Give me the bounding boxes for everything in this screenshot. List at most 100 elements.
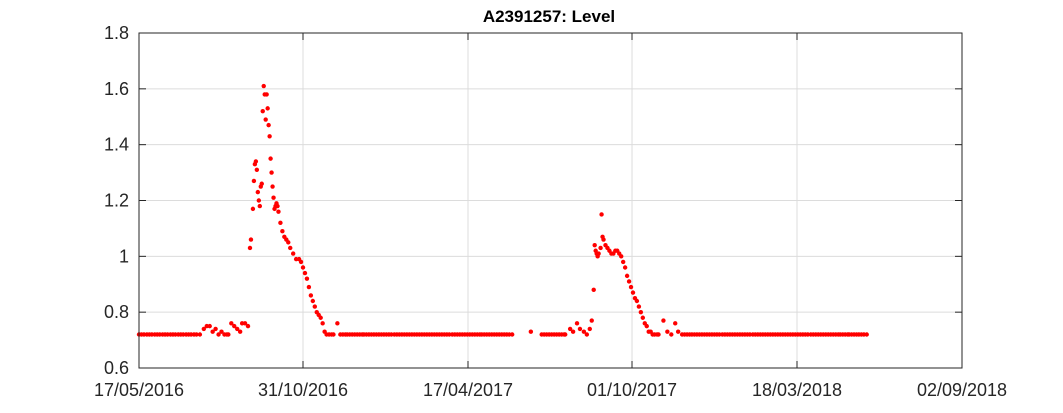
data-point [335, 321, 340, 326]
data-point [197, 332, 203, 337]
y-tick-label: 1.8 [104, 23, 129, 43]
data-point [256, 198, 262, 203]
data-point [271, 195, 276, 200]
data-point [581, 329, 587, 334]
data-point [619, 254, 624, 259]
data-point [574, 321, 580, 326]
data-point [638, 309, 644, 315]
x-tick-label: 17/05/2016 [94, 380, 184, 400]
data-point [248, 237, 254, 242]
data-point [251, 178, 257, 184]
data-point [264, 92, 269, 97]
data-point [290, 251, 296, 256]
data-point [596, 251, 601, 256]
data-point [257, 203, 262, 209]
data-point [259, 181, 264, 186]
y-tick-label: 1 [119, 246, 129, 266]
data-point [624, 273, 630, 279]
data-point [213, 326, 218, 332]
data-point [229, 321, 234, 326]
data-point [510, 332, 515, 337]
data-point [320, 321, 325, 326]
data-point [589, 318, 594, 323]
data-point [636, 304, 642, 309]
data-point [235, 326, 240, 332]
data-point [630, 290, 636, 295]
data-point [601, 237, 606, 242]
data-point [275, 203, 280, 209]
chart-title: A2391257: Level [483, 7, 615, 26]
data-markers [136, 83, 869, 337]
grid-lines [138, 32, 963, 369]
y-tick-label: 0.8 [104, 302, 129, 322]
data-point [278, 220, 283, 226]
data-point [306, 284, 312, 290]
x-tick-label: 18/03/2018 [752, 380, 842, 400]
data-point [210, 329, 215, 334]
data-point [310, 298, 316, 304]
data-point [242, 321, 248, 326]
y-tick-label: 1.2 [104, 191, 129, 211]
data-point [268, 156, 273, 161]
data-point [528, 329, 534, 334]
data-point [237, 329, 243, 334]
data-point [267, 134, 272, 139]
data-point [269, 170, 274, 175]
data-point [599, 212, 604, 217]
data-point [570, 329, 576, 334]
data-point [312, 304, 317, 309]
data-point [591, 287, 596, 293]
data-point [620, 259, 626, 265]
data-point [656, 332, 661, 337]
data-point [247, 245, 253, 251]
data-point [270, 184, 275, 189]
data-point [331, 332, 336, 337]
data-point [250, 206, 256, 212]
data-point [640, 315, 646, 320]
data-point [304, 276, 310, 281]
data-point [288, 245, 293, 251]
data-point [598, 245, 603, 251]
x-tick-label: 31/10/2016 [258, 380, 348, 400]
data-point [318, 315, 323, 320]
data-point [255, 189, 261, 195]
data-point [276, 209, 281, 214]
x-tick-label: 01/10/2017 [587, 380, 677, 400]
data-point [622, 265, 628, 270]
data-point [226, 332, 231, 337]
data-point [577, 326, 583, 332]
data-point [626, 279, 632, 284]
data-point [628, 284, 634, 290]
data-point [308, 293, 314, 298]
data-point [261, 83, 266, 89]
data-point [298, 259, 304, 265]
data-point [587, 326, 592, 332]
data-point [260, 108, 265, 114]
data-point [864, 332, 869, 337]
data-point [254, 167, 260, 172]
data-point [207, 323, 212, 329]
data-point [661, 318, 666, 323]
data-point [669, 332, 674, 337]
data-point [280, 229, 285, 234]
data-point [266, 122, 271, 128]
data-point [302, 270, 308, 276]
data-point [219, 329, 224, 334]
data-point [673, 321, 678, 326]
data-point [232, 323, 237, 329]
data-point [245, 323, 251, 329]
data-point [286, 240, 291, 245]
x-axis: 17/05/2016 31/10/2016 17/04/2017 01/10/2017… [94, 33, 1007, 400]
data-point [263, 117, 268, 122]
y-tick-label: 1.4 [104, 135, 129, 155]
data-point [567, 326, 573, 332]
y-tick-label: 1.6 [104, 79, 129, 99]
data-point [194, 332, 199, 337]
data-point [675, 329, 681, 334]
data-point [665, 329, 670, 334]
x-tick-label: 17/04/2017 [423, 380, 513, 400]
y-tick-label: 0.6 [104, 358, 129, 378]
data-point [253, 159, 259, 164]
data-point [563, 332, 568, 337]
